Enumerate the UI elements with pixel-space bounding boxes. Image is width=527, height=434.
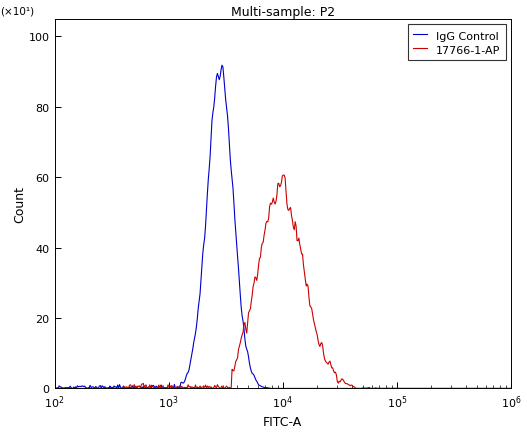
Line: 17766-1-AP: 17766-1-AP <box>55 176 511 388</box>
IgG Control <box>427 386 434 391</box>
17766-1-AP <box>324 361 330 366</box>
IgG Control <box>219 63 225 69</box>
IgG Control <box>270 386 276 391</box>
17766-1-AP <box>426 386 433 391</box>
IgG Control <box>325 386 331 391</box>
IgG Control <box>52 385 58 391</box>
17766-1-AP <box>271 200 277 205</box>
Text: (×10¹): (×10¹) <box>0 6 34 16</box>
17766-1-AP <box>280 173 287 178</box>
Line: IgG Control: IgG Control <box>55 66 511 388</box>
17766-1-AP <box>268 202 275 207</box>
17766-1-AP <box>299 252 306 257</box>
17766-1-AP <box>498 386 504 391</box>
Title: Multi-sample: P2: Multi-sample: P2 <box>231 6 335 19</box>
IgG Control <box>268 386 275 391</box>
IgG Control <box>300 386 307 391</box>
17766-1-AP <box>52 386 58 391</box>
Legend: IgG Control, 17766-1-AP: IgG Control, 17766-1-AP <box>408 25 505 61</box>
IgG Control <box>508 386 514 391</box>
IgG Control <box>273 386 279 391</box>
IgG Control <box>499 386 505 391</box>
Y-axis label: Count: Count <box>13 186 26 223</box>
17766-1-AP <box>508 386 514 391</box>
X-axis label: FITC-A: FITC-A <box>263 415 302 428</box>
